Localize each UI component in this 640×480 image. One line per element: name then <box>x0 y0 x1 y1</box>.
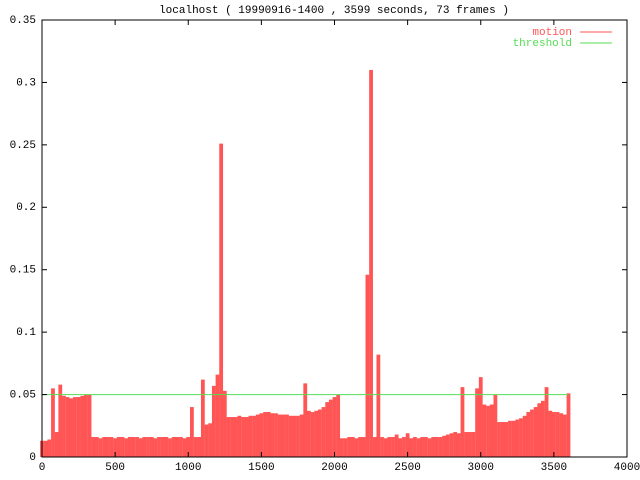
y-tick-label: 0 <box>29 452 36 464</box>
x-tick-label: 2500 <box>394 462 420 474</box>
y-tick-label: 0.2 <box>16 202 36 214</box>
y-tick-label: 0.05 <box>10 389 36 401</box>
y-tick-label: 0.3 <box>16 77 36 89</box>
y-tick-label: 0.1 <box>16 327 36 339</box>
plot-border <box>41 19 628 458</box>
y-tick-label: 0.15 <box>10 265 36 277</box>
legend-label: motion <box>532 27 572 39</box>
y-tick-label: 0.25 <box>10 140 36 152</box>
x-tick-label: 500 <box>105 462 125 474</box>
x-tick-label: 0 <box>39 462 46 474</box>
x-tick-label: 4000 <box>614 462 640 474</box>
x-tick-label: 3500 <box>541 462 567 474</box>
chart-title: localhost ( 19990916-1400 , 3599 seconds… <box>159 5 509 17</box>
x-tick-label: 3000 <box>468 462 494 474</box>
x-tick-label: 1000 <box>175 462 201 474</box>
x-tick-label: 2000 <box>321 462 347 474</box>
legend-label: threshold <box>513 38 572 50</box>
x-tick-label: 1500 <box>248 462 274 474</box>
y-tick-label: 0.35 <box>10 15 36 27</box>
